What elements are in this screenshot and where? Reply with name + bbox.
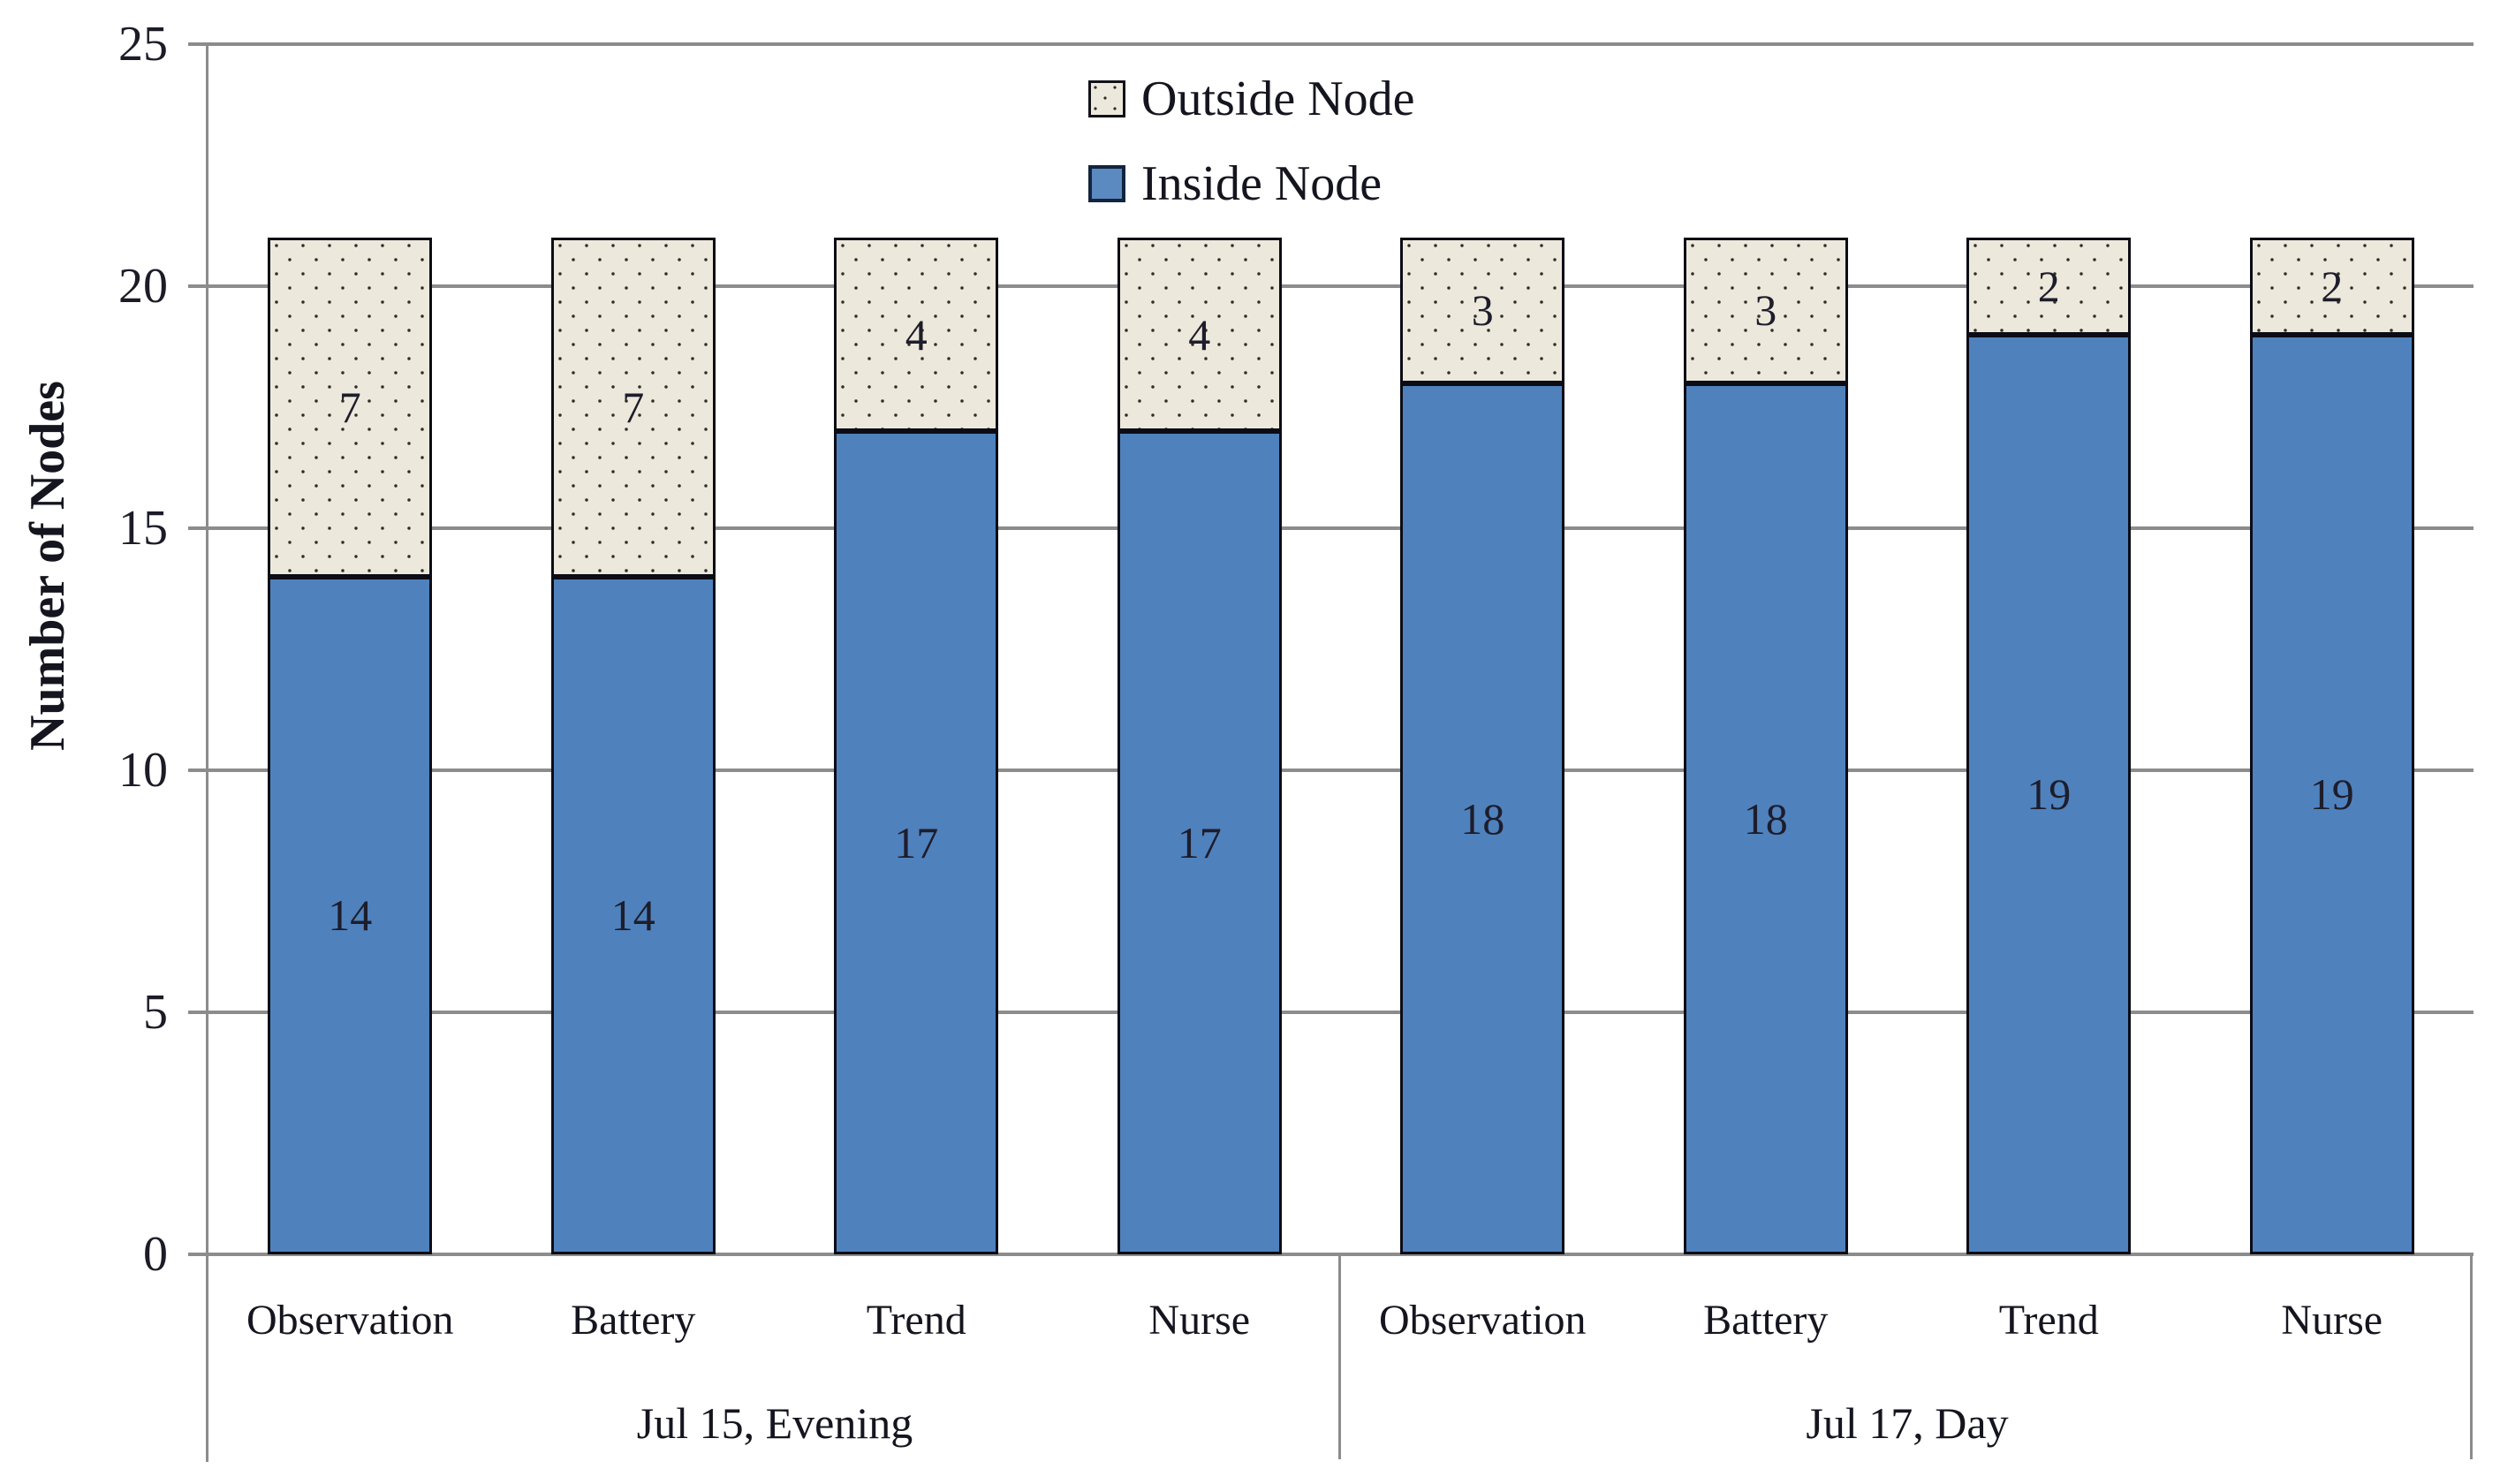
data-label-inside-node: 18	[1460, 793, 1505, 844]
gridline-20	[188, 284, 2473, 288]
y-tick-label-0: 0	[143, 1227, 168, 1282]
gridline-10	[188, 768, 2473, 772]
bar-segment-outside-node	[1683, 238, 1848, 383]
data-label-inside-node: 19	[2027, 769, 2072, 820]
data-label-inside-node: 17	[894, 818, 939, 868]
y-tick-label-20: 20	[118, 259, 168, 314]
bar-segment-outside-node	[2249, 238, 2414, 335]
data-label-outside-node: 3	[1754, 285, 1777, 336]
x-category-label: Battery	[1703, 1297, 1829, 1344]
x-category-label: Nurse	[2281, 1297, 2383, 1344]
bar-segment-inside-node	[268, 576, 433, 1254]
x-category-label: Nurse	[1148, 1297, 1251, 1344]
y-axis-title-text: Number of Nodes	[20, 381, 75, 751]
bar-segment-outside-node	[268, 238, 433, 577]
data-label-outside-node: 7	[338, 382, 361, 432]
gridline-0	[188, 1253, 2473, 1256]
data-label-outside-node: 7	[622, 382, 645, 432]
gridline-15	[188, 526, 2473, 530]
data-label-outside-node: 4	[1188, 309, 1211, 360]
x-category-label: Trend	[1998, 1297, 2099, 1344]
y-tick-label-15: 15	[118, 501, 168, 556]
bar-segment-inside-node	[1683, 382, 1848, 1254]
legend: Outside Node Inside Node	[1088, 74, 1415, 208]
data-label-inside-node: 14	[610, 890, 655, 941]
x-group-label: Jul 17, Day	[1806, 1398, 2009, 1448]
bar-segment-outside-node	[550, 238, 716, 577]
x-category-label: Battery	[571, 1297, 696, 1344]
data-label-inside-node: 19	[2309, 769, 2354, 820]
data-label-inside-node: 18	[1743, 793, 1788, 844]
x-category-label: Observation	[246, 1297, 454, 1344]
data-label-inside-node: 14	[328, 890, 373, 941]
bar-segment-outside-node	[834, 238, 999, 432]
legend-label-outside: Outside Node	[1141, 72, 1415, 126]
bar-segment-outside-node	[1966, 238, 2132, 335]
legend-item-inside-node: Inside Node	[1088, 159, 1415, 208]
y-tick-label-10: 10	[118, 743, 168, 798]
y-axis-line	[206, 42, 208, 1462]
data-label-outside-node: 4	[905, 309, 928, 360]
inside-node-swatch-icon	[1088, 165, 1125, 202]
data-label-inside-node: 17	[1177, 818, 1222, 868]
bar-segment-inside-node	[1400, 382, 1565, 1254]
x-group-label: Jul 15, Evening	[636, 1398, 913, 1448]
bar-segment-inside-node	[2249, 334, 2414, 1254]
bar-segment-inside-node	[834, 431, 999, 1254]
legend-label-inside: Inside Node	[1141, 156, 1383, 211]
y-tick-label-25: 25	[118, 17, 168, 72]
data-label-outside-node: 2	[2321, 261, 2344, 311]
gridline-25	[188, 42, 2473, 46]
legend-item-outside-node: Outside Node	[1088, 74, 1415, 124]
gridline-5	[188, 1011, 2473, 1014]
data-label-outside-node: 2	[2037, 261, 2060, 311]
x-category-label: Observation	[1378, 1297, 1587, 1344]
bar-segment-outside-node	[1117, 238, 1282, 432]
y-tick-label-5: 5	[143, 985, 168, 1040]
bar-segment-outside-node	[1400, 238, 1565, 383]
bar-segment-inside-node	[1966, 334, 2132, 1254]
outside-node-swatch-icon	[1088, 80, 1125, 117]
bar-segment-inside-node	[550, 576, 716, 1254]
category-separator-right	[2470, 1254, 2473, 1459]
data-label-outside-node: 3	[1471, 285, 1494, 336]
category-separator-middle	[1338, 1254, 1341, 1459]
bar-segment-inside-node	[1117, 431, 1282, 1254]
x-category-label: Trend	[866, 1297, 966, 1344]
